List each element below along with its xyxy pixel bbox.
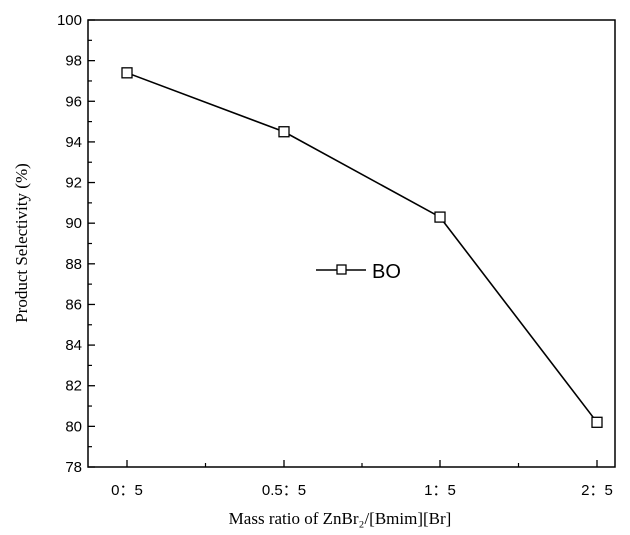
y-axis-ticks: 78 80 82 84 86 88 90 92 94 96 98 100 — [57, 12, 95, 476]
x-tick-label: 2：5 — [581, 482, 613, 499]
series-line — [126, 72, 598, 423]
legend-label: BO — [372, 261, 401, 283]
y-tick-label: 84 — [65, 337, 82, 354]
x-axis-ticks: 0：5 0.5：5 1：5 2：5 — [111, 460, 613, 499]
y-tick-label: 94 — [65, 134, 82, 151]
y-tick-label: 86 — [65, 296, 82, 313]
series-layer — [121, 67, 603, 428]
data-point — [434, 211, 446, 223]
data-point — [278, 126, 290, 138]
legend: BO — [316, 261, 401, 283]
legend-marker — [336, 264, 347, 275]
y-tick-label: 88 — [65, 256, 82, 273]
y-tick-label: 90 — [65, 215, 82, 232]
data-point — [591, 416, 603, 428]
y-tick-label: 78 — [65, 459, 82, 476]
x-tick-label: 0：5 — [111, 482, 143, 499]
y-tick-label: 96 — [65, 93, 82, 110]
y-tick-label: 100 — [57, 12, 82, 29]
y-tick-label: 82 — [65, 378, 82, 395]
x-axis-title: Mass ratio of ZnBr₂/[Bmim][Br] — [229, 509, 452, 528]
y-tick-label: 92 — [65, 175, 82, 192]
x-tick-label: 0.5：5 — [262, 482, 306, 499]
x-tick-label: 1：5 — [424, 482, 456, 499]
y-tick-label: 98 — [65, 53, 82, 70]
y-tick-label: 80 — [65, 418, 82, 435]
y-axis-title: Product Selectivity (%) — [12, 163, 31, 323]
data-point — [121, 67, 133, 79]
